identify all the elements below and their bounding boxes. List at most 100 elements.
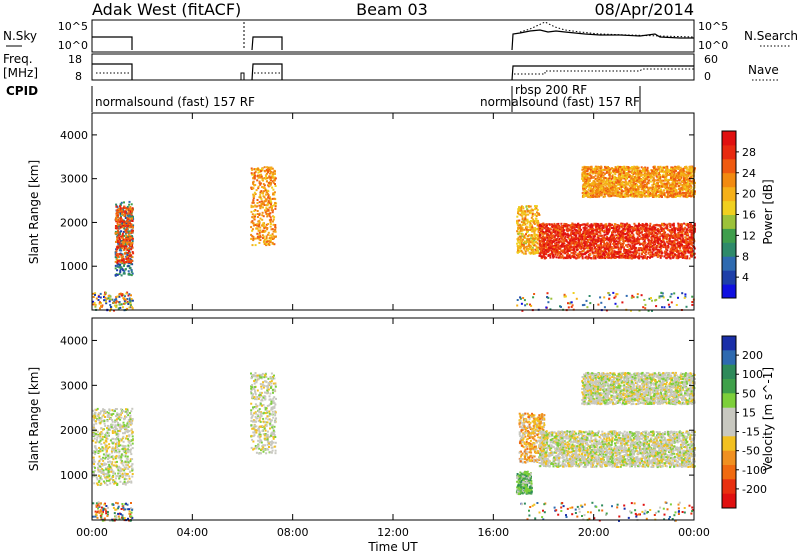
data-cell xyxy=(129,206,132,208)
data-cell xyxy=(647,251,650,254)
data-cell xyxy=(114,232,117,235)
data-cell xyxy=(595,226,598,229)
data-cell xyxy=(638,235,641,238)
data-cell xyxy=(602,240,605,243)
data-cell xyxy=(619,242,622,245)
freq-trace xyxy=(92,63,694,81)
data-cell xyxy=(261,234,264,237)
data-cell xyxy=(265,235,268,238)
data-cell xyxy=(564,235,567,238)
data-cell xyxy=(269,239,272,242)
data-cell xyxy=(637,247,640,250)
data-cell xyxy=(547,254,550,257)
data-cell xyxy=(266,208,269,211)
data-cell xyxy=(624,233,627,235)
data-cell xyxy=(575,257,578,260)
data-cell xyxy=(649,222,652,225)
data-cell xyxy=(601,240,604,243)
data-cell xyxy=(616,225,619,228)
data-cell xyxy=(522,238,524,241)
data-cell xyxy=(573,239,576,242)
data-cell xyxy=(254,204,257,207)
data-cell xyxy=(115,254,118,256)
data-cell xyxy=(116,236,119,239)
data-cell xyxy=(585,237,588,240)
data-cell xyxy=(531,238,534,241)
data-cell xyxy=(662,228,665,231)
data-cell xyxy=(622,232,625,235)
data-cell xyxy=(595,231,598,234)
data-cell xyxy=(691,224,694,227)
data-cell xyxy=(268,206,271,209)
data-cell xyxy=(274,183,276,185)
data-cell xyxy=(570,242,573,245)
data-cell xyxy=(613,235,616,238)
data-cell xyxy=(118,253,121,256)
data-cell xyxy=(641,247,644,250)
data-cell xyxy=(591,251,594,254)
data-cell xyxy=(127,270,130,273)
data-cell xyxy=(116,269,119,272)
data-cell xyxy=(517,209,520,212)
data-cell xyxy=(608,243,610,246)
data-cell xyxy=(253,172,256,174)
data-cell xyxy=(252,200,255,203)
data-cell xyxy=(670,243,673,246)
data-cell xyxy=(252,205,255,208)
data-cell xyxy=(609,248,612,251)
data-cell xyxy=(629,241,632,244)
data-cell xyxy=(537,213,540,216)
data-cell xyxy=(261,231,264,233)
data-cell xyxy=(269,203,272,206)
data-cell xyxy=(595,225,598,228)
data-cell xyxy=(268,197,271,200)
data-cell xyxy=(132,252,135,255)
data-cell xyxy=(651,251,654,254)
data-cell xyxy=(519,244,522,247)
data-cell xyxy=(118,239,121,242)
data-cell xyxy=(530,249,533,252)
data-cell xyxy=(256,179,259,182)
data-cell xyxy=(672,256,675,259)
data-cell xyxy=(647,235,650,238)
data-cell xyxy=(521,229,524,232)
data-cell xyxy=(129,267,132,269)
data-cell xyxy=(551,251,554,254)
data-cell xyxy=(525,227,528,230)
data-cell xyxy=(116,222,119,225)
data-cell xyxy=(664,246,667,249)
data-cell xyxy=(265,193,267,196)
data-cell xyxy=(628,234,631,237)
data-cell xyxy=(272,179,275,182)
data-cell xyxy=(560,226,563,229)
data-cell xyxy=(613,223,616,226)
data-cell xyxy=(560,249,563,252)
data-cell xyxy=(647,242,650,245)
data-cell xyxy=(131,229,134,232)
data-cell xyxy=(564,225,567,228)
data-cell xyxy=(561,254,564,257)
data-cell xyxy=(123,221,126,223)
data-cell xyxy=(129,260,132,263)
data-cell xyxy=(115,216,118,219)
data-cell xyxy=(124,268,127,271)
data-cell xyxy=(583,226,586,229)
data-cell xyxy=(262,222,265,225)
data-cell xyxy=(274,177,277,180)
data-cell xyxy=(129,273,132,276)
data-cell xyxy=(656,245,659,248)
data-cell xyxy=(677,231,680,234)
data-cell xyxy=(548,223,551,226)
data-cell xyxy=(633,252,636,255)
data-cell xyxy=(126,212,129,215)
data-cell xyxy=(253,176,256,179)
data-cell xyxy=(117,224,119,227)
data-cell xyxy=(269,225,272,228)
data-cell xyxy=(128,217,131,220)
data-cell xyxy=(603,224,606,227)
data-cell xyxy=(633,240,636,243)
data-cell xyxy=(257,187,260,190)
data-cell xyxy=(122,230,125,233)
data-cell xyxy=(557,231,560,234)
title-right: 08/Apr/2014 xyxy=(594,0,694,19)
